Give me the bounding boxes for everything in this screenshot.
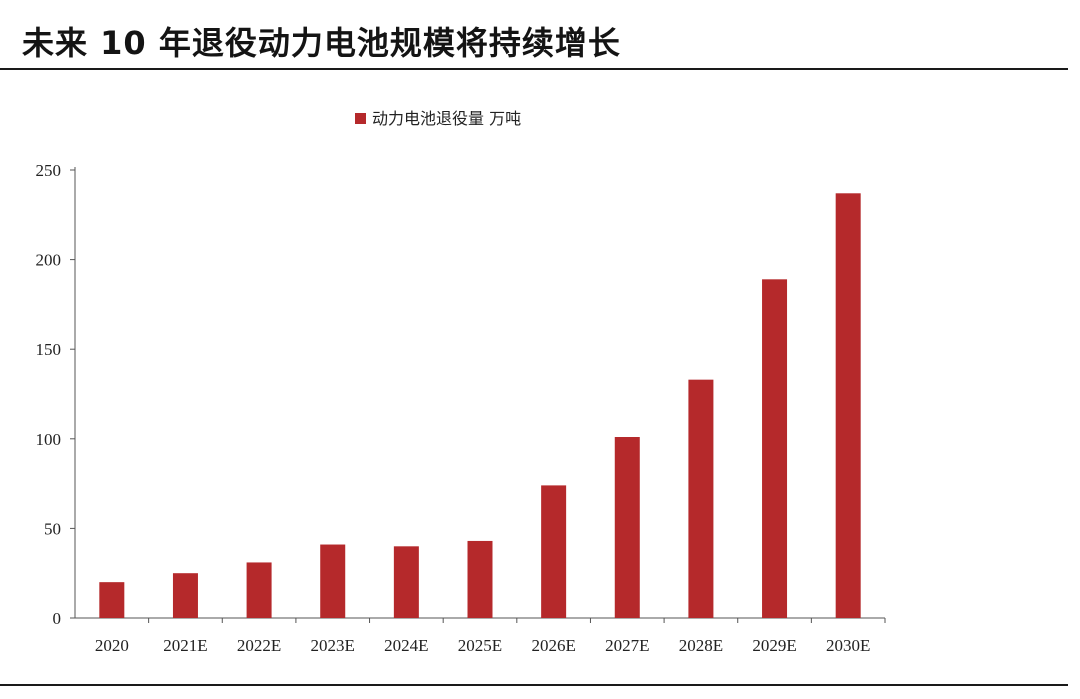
bar-2022e — [246, 562, 272, 618]
y-tick-label: 0 — [53, 609, 62, 628]
x-tick-label: 2025E — [458, 636, 502, 655]
bar-2023e — [320, 544, 346, 618]
bar-2029e — [762, 279, 788, 618]
bar-2028e — [688, 379, 714, 618]
y-tick-label: 250 — [36, 161, 62, 180]
legend: 动力电池退役量 万吨 — [355, 109, 521, 128]
x-tick-label: 2028E — [679, 636, 723, 655]
chart-title: 未来 10 年退役动力电池规模将持续增长 — [22, 24, 621, 62]
x-tick-label: 2022E — [237, 636, 281, 655]
bars — [99, 193, 861, 618]
title-rule — [0, 68, 1068, 70]
legend-swatch — [355, 113, 366, 124]
x-axis: 2020 2021E 2022E 2023E 2024E 2025E 2026E 2027E 2… — [75, 617, 886, 655]
bottom-rule — [0, 684, 1068, 686]
x-tick-label: 2024E — [384, 636, 428, 655]
x-tick-label: 2030E — [826, 636, 870, 655]
y-tick-label: 50 — [44, 519, 61, 538]
x-tick-label: 2026E — [531, 636, 575, 655]
x-tick-label: 2020 — [95, 636, 129, 655]
bar-2025e — [467, 540, 493, 618]
bar-2020 — [99, 582, 125, 618]
x-tick-label: 2021E — [163, 636, 207, 655]
bar-2021e — [172, 573, 198, 618]
y-tick-label: 100 — [36, 430, 62, 449]
x-tick-label: 2023E — [311, 636, 355, 655]
legend-label: 动力电池退役量 万吨 — [372, 109, 521, 128]
bar-2024e — [393, 546, 419, 618]
y-axis: 0 50 100 150 200 250 — [36, 161, 76, 628]
bar-2027e — [614, 437, 640, 618]
bar-2026e — [541, 485, 567, 618]
bar-2030e — [835, 193, 861, 618]
y-tick-label: 200 — [36, 251, 62, 270]
x-tick-label: 2029E — [752, 636, 796, 655]
x-tick-label: 2027E — [605, 636, 649, 655]
y-tick-label: 150 — [36, 340, 62, 359]
